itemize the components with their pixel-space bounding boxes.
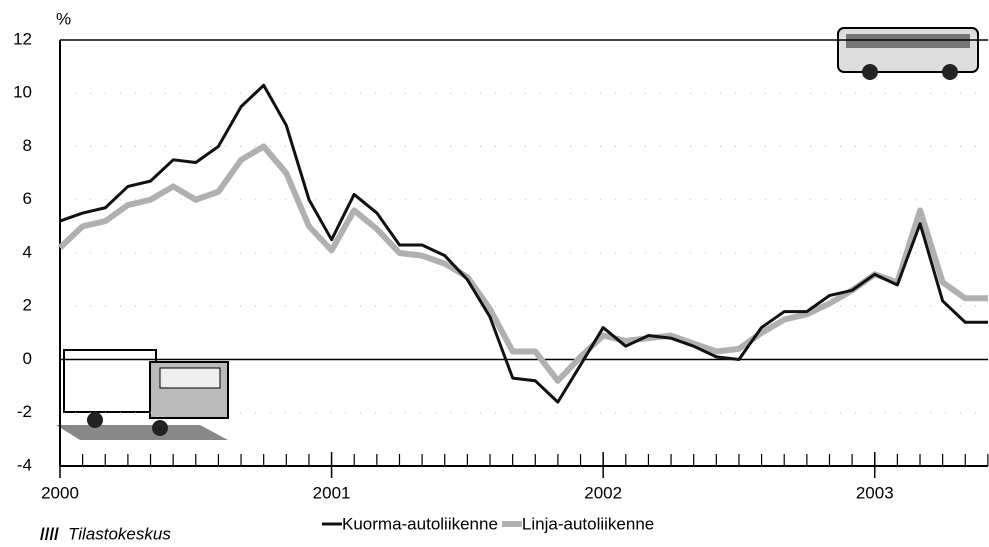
y-tick-label: 8 bbox=[23, 136, 32, 155]
truck-icon bbox=[56, 350, 228, 440]
bus-icon bbox=[838, 28, 978, 80]
y-tick-label: -4 bbox=[17, 455, 32, 474]
chart: % Tilastokeskus //// -4 -2 0 2 4 6 8 10 12 2000 20… bbox=[0, 0, 989, 547]
y-tick-label: -2 bbox=[17, 402, 32, 421]
y-tick-label: 10 bbox=[13, 83, 32, 102]
y-axis-label: % bbox=[56, 9, 71, 28]
y-tick-label: 0 bbox=[23, 349, 32, 368]
series-line bbox=[60, 147, 988, 381]
legend-label: Linja-autoliikenne bbox=[522, 514, 654, 533]
legend-label: Kuorma-autoliikenne bbox=[342, 514, 498, 533]
y-tick-label: 2 bbox=[23, 296, 32, 315]
y-tick-label: 4 bbox=[23, 242, 32, 261]
x-tick-label: 2003 bbox=[856, 483, 894, 502]
logo-mark: //// bbox=[40, 524, 59, 543]
x-tick-label: 2002 bbox=[584, 483, 622, 502]
x-tick-label: 2001 bbox=[313, 483, 351, 502]
source-label: Tilastokeskus bbox=[68, 524, 171, 543]
series-line bbox=[60, 85, 988, 402]
y-tick-label: 6 bbox=[23, 189, 32, 208]
y-tick-label: 12 bbox=[13, 29, 32, 48]
x-tick-label: 2000 bbox=[41, 483, 79, 502]
